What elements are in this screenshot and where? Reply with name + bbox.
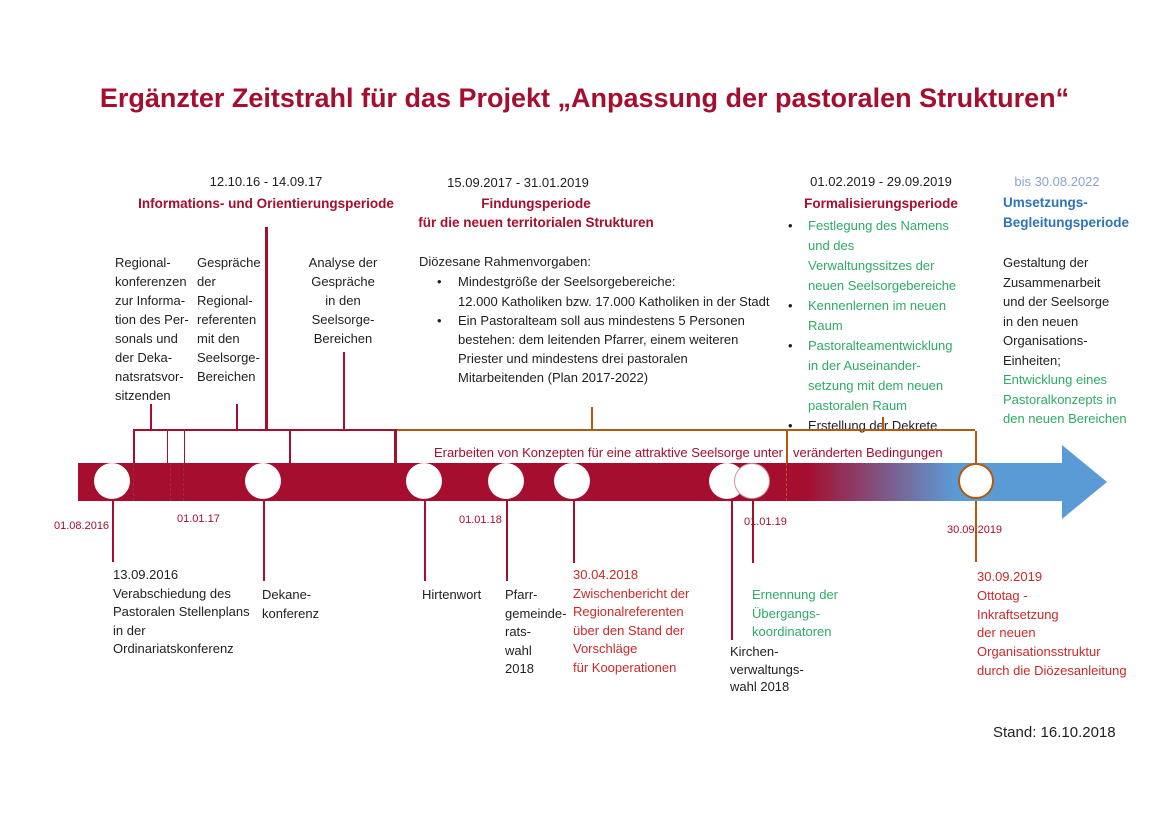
- milestone-circle: [94, 463, 130, 499]
- block-umsetzung-main: Gestaltung der Zusammenarbeit und der Se…: [1003, 255, 1110, 368]
- milestone-circle: [958, 463, 994, 499]
- period-1-name: Informations- und Orientierungsperiode: [138, 196, 394, 211]
- period-4-name: Umsetzungs- Begleitungsperiode: [1003, 195, 1130, 230]
- axis-date: 30.09.2019: [947, 524, 1003, 536]
- period-1-dates: 12.10.16 - 14.09.17: [209, 174, 323, 189]
- rahmenvorgaben-heading: Diözesane Rahmenvorgaben:: [419, 254, 591, 269]
- axis-date: 01.01.17: [177, 513, 220, 525]
- period-3-dates: 01.02.2019 - 29.09.2019: [810, 174, 952, 189]
- bullet-icon: •: [788, 338, 793, 353]
- period-3-name: Formalisierungsperiode: [804, 196, 958, 211]
- event-pfarrgemeinderatswahl: Pfarr- gemeinde- rats- wahl 2018: [505, 587, 567, 676]
- milestone-circle: [734, 463, 770, 499]
- event-ottotag: 30.09.2019 Ottotag - Inkraftsetzung der …: [977, 569, 1127, 678]
- list-item-text: Kennenlernen im neuen Raum: [808, 298, 947, 333]
- formalisierung-list: • Festlegung des Namens und des Verwaltu…: [788, 216, 983, 436]
- block-regionalkonferenzen: Regional- konferenzen zur Informa- tion …: [115, 255, 189, 403]
- bullet-icon: •: [788, 418, 793, 433]
- list-item: • Festlegung des Namens und des Verwaltu…: [788, 216, 983, 296]
- milestone-circle: [406, 463, 442, 499]
- event-stellenplan: 13.09.2016 Verabschiedung des Pastoralen…: [113, 567, 250, 656]
- bullet-icon: •: [788, 218, 793, 233]
- list-item-text: Erstellung der Dekrete: [808, 418, 938, 433]
- event-hirtenwort: Hirtenwort: [422, 587, 482, 602]
- bracket-drop: [133, 429, 135, 464]
- connector-line: [752, 501, 754, 563]
- axis-date: 01.01.18: [459, 514, 502, 526]
- list-item-text: Pastoralteamentwicklung in der Auseinand…: [808, 338, 953, 413]
- connector-line: [150, 404, 152, 430]
- bracket-line-orange: [396, 429, 975, 431]
- dashed-marker-orange: [786, 463, 787, 501]
- timeline-arrowhead-icon: [1062, 445, 1107, 519]
- event-dekanekonferenz: Dekane- konferenz: [262, 587, 320, 621]
- rahmenvorgaben-bullet-1: Mindestgröße der Seelsorgebereiche: 12.0…: [458, 274, 770, 309]
- connector-line: [731, 501, 733, 640]
- event-zwischenbericht: 30.04.2018 Zwischenbericht der Regionalr…: [573, 567, 690, 675]
- connector-line: [236, 404, 238, 430]
- bullet-icon: •: [437, 274, 442, 289]
- event-uebergangskoordinatoren: Ernennung der Übergangs- koordinatoren: [752, 587, 839, 639]
- banner-text-left: Erarbeiten von Konzepten für eine attrak…: [433, 445, 783, 460]
- dashed-marker: [183, 463, 184, 501]
- connector-line-orange: [882, 417, 884, 430]
- bracket-line-red: [134, 429, 396, 431]
- axis-date: 01.08.2016: [54, 520, 110, 532]
- dashed-marker: [133, 463, 134, 501]
- connector-line: [263, 501, 265, 581]
- dashed-marker: [170, 463, 171, 501]
- axis-date: 01.01.19: [744, 516, 787, 528]
- banner-text-right: veränderten Bedingungen: [793, 445, 943, 460]
- period-separator-line: [265, 227, 268, 430]
- block-gespraeche: Gespräche der Regional- referenten mit d…: [197, 255, 261, 384]
- bullet-icon: •: [788, 298, 793, 313]
- status-date: Stand: 16.10.2018: [993, 724, 1116, 741]
- connector-line: [424, 501, 426, 581]
- milestone-circle: [245, 463, 281, 499]
- bullet-icon: •: [437, 313, 442, 328]
- list-item-text: Festlegung des Namens und des Verwaltung…: [808, 218, 957, 293]
- list-item: • Erstellung der Dekrete: [788, 416, 983, 436]
- connector-line: [573, 501, 575, 563]
- rahmenvorgaben-bullet-2: Ein Pastoralteam soll aus mindestens 5 P…: [458, 313, 745, 385]
- milestone-circle: [554, 463, 590, 499]
- bracket-drop: [394, 429, 397, 464]
- milestone-circle: [488, 463, 524, 499]
- bracket-drop-orange: [975, 431, 977, 463]
- block-umsetzung-highlight: Entwicklung eines Pastoralkonzepts in de…: [1003, 372, 1127, 426]
- block-analyse: Analyse der Gespräche in den Seelsorge- …: [308, 255, 378, 346]
- connector-line: [343, 352, 345, 430]
- bracket-drop-orange: [786, 431, 788, 463]
- period-2-name: Findungsperiode für die neuen territoria…: [418, 196, 654, 230]
- period-4-dates: bis 30.08.2022: [1014, 174, 1100, 189]
- connector-line: [112, 501, 114, 562]
- bracket-drop: [289, 429, 291, 463]
- list-item: • Kennenlernen im neuen Raum: [788, 296, 983, 336]
- connector-line-orange: [975, 501, 977, 562]
- connector-line: [506, 501, 508, 581]
- period-2-dates: 15.09.2017 - 31.01.2019: [447, 175, 589, 190]
- page-title: Ergänzter Zeitstrahl für das Projekt „An…: [99, 83, 1070, 113]
- event-kirchenverwaltungswahl: Kirchen- verwaltungs- wahl 2018: [730, 644, 804, 694]
- bracket-drop: [167, 429, 168, 463]
- connector-line-orange: [591, 407, 593, 430]
- list-item: • Pastoralteamentwicklung in der Auseina…: [788, 336, 983, 416]
- bracket-drop: [184, 429, 185, 463]
